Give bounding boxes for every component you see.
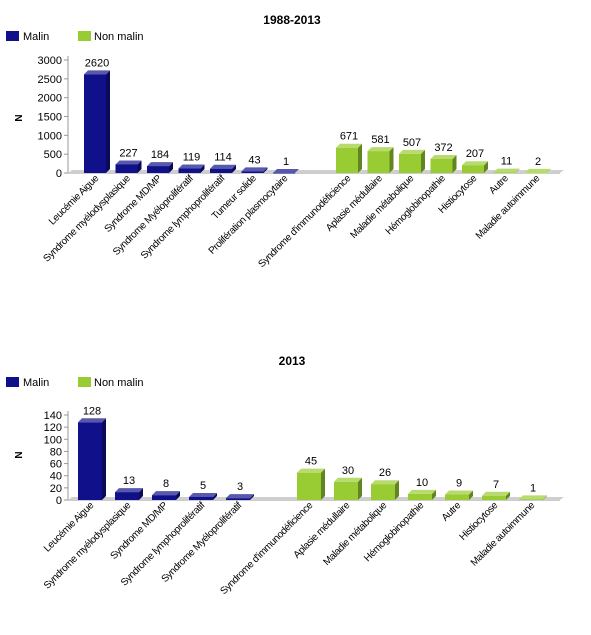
data-label-histiocytose: 7 — [493, 479, 499, 491]
y-tick-label: 40 — [50, 471, 62, 483]
bar-syndrome-lymphoproliferatif — [189, 492, 217, 500]
x-axis-floor — [68, 170, 564, 173]
chart-title: 2013 — [279, 354, 306, 368]
bar-autre — [445, 490, 473, 500]
legend-swatch-non-malin — [78, 377, 91, 387]
legend-label-malin: Malin — [23, 31, 49, 43]
legend: Malin Non malin — [6, 31, 144, 43]
data-label-histiocytose: 207 — [466, 148, 484, 160]
y-tick-label: 1000 — [38, 130, 62, 142]
data-label-autre: 9 — [456, 478, 462, 490]
data-label-syndrome-d-immunodeficience: 45 — [305, 456, 317, 468]
data-label-aplasie-medullaire: 30 — [342, 465, 354, 477]
data-label-syndrome-md-mp: 8 — [163, 478, 169, 490]
y-tick-label: 0 — [56, 495, 62, 507]
data-label-maladie-autoimmune: 1 — [530, 482, 536, 494]
y-tick-label: 120 — [44, 422, 62, 434]
category-label-aplasie-medullaire: Aplasie médullaire — [324, 173, 385, 234]
chart-1988-2013: 1988-2013 Malin Non malin N 0 500 1000 1500… — [6, 13, 564, 270]
data-label-leucemie-aigue: 128 — [83, 405, 101, 417]
bar-syndrome-d-immunodeficience — [297, 468, 325, 500]
data-label-proliferation-plasmocytaire: 1 — [283, 156, 289, 168]
y-tick-label: 500 — [44, 149, 62, 161]
bar-hemoglobinopathie — [408, 489, 436, 500]
data-label-syndrome-myelodysplasique: 13 — [123, 475, 135, 487]
bar-proliferation-plasmocytaire — [273, 168, 299, 174]
data-label-syndrome-lymphoproliferatif: 5 — [200, 480, 206, 492]
bar-maladie-metabolique — [371, 480, 399, 500]
bar-syndrome-myeloproliferatif — [178, 164, 205, 173]
y-tick-label: 3000 — [38, 55, 62, 67]
data-label-tumeur-solide: 43 — [248, 154, 260, 166]
bar-autre — [493, 168, 520, 174]
bar-maladie-autoimmune — [519, 495, 547, 500]
y-tick-label: 0 — [56, 168, 62, 180]
category-label-autre: Autre — [487, 173, 511, 197]
y-tick-label: 80 — [50, 446, 62, 458]
data-label-aplasie-medullaire: 581 — [371, 134, 389, 146]
bar-aplasie-medullaire — [367, 147, 394, 173]
bar-leucemie-aigue — [78, 418, 106, 500]
bar-leucemie-aigue — [84, 70, 110, 173]
data-label-leucemie-aigue: 2620 — [85, 57, 109, 69]
bar-syndrome-md-mp — [147, 162, 173, 173]
y-tick-label: 140 — [44, 410, 62, 422]
bar-syndrome-md-mp — [152, 491, 180, 500]
bar-maladie-autoimmune — [525, 168, 551, 174]
bar-syndrome-d-immunodeficience — [336, 143, 362, 173]
y-axis-label: N — [14, 451, 25, 458]
bar-syndrome-myelodysplasique — [115, 160, 142, 173]
category-label-syndrome-md-mp: Syndrome MD/MP — [103, 173, 165, 235]
data-label-autre: 11 — [501, 156, 512, 168]
chart-2013: 2013 Malin Non malin N 02040608010012014… — [6, 354, 564, 597]
bar-hemoglobinopathie — [430, 154, 457, 173]
data-label-syndrome-myeloproliferatif: 3 — [237, 481, 243, 493]
legend-label-malin: Malin — [23, 377, 49, 389]
bar-syndrome-myeloproliferatif — [226, 494, 254, 500]
category-label-maladie-metabolique: Maladie métabolique — [321, 500, 389, 568]
y-axis-label: N — [14, 114, 25, 121]
legend-swatch-malin — [6, 377, 19, 387]
data-label-syndrome-md-mp: 184 — [151, 149, 169, 161]
y-tick-label: 60 — [50, 459, 62, 471]
category-label-autre: Autre — [440, 500, 464, 524]
legend-label-non-malin: Non malin — [94, 377, 144, 389]
data-label-syndrome-d-immunodeficience: 671 — [340, 131, 358, 143]
data-label-maladie-autoimmune: 2 — [535, 156, 541, 168]
data-label-maladie-metabolique: 26 — [379, 467, 391, 479]
data-label-maladie-metabolique: 507 — [403, 137, 421, 149]
chart-title: 1988-2013 — [263, 13, 321, 27]
data-label-hemoglobinopathie: 10 — [416, 477, 428, 489]
category-label-maladie-autoimmune: Maladie autoimmune — [469, 500, 538, 569]
legend-swatch-non-malin — [78, 31, 91, 41]
bar-histiocytose — [462, 161, 488, 173]
data-label-syndrome-myelodysplasique: 227 — [119, 147, 137, 159]
data-label-hemoglobinopathie: 372 — [434, 142, 452, 154]
legend-swatch-malin — [6, 31, 19, 41]
bar-maladie-metabolique — [399, 149, 425, 173]
bar-aplasie-medullaire — [334, 477, 362, 500]
data-label-syndrome-myeloproliferatif: 119 — [183, 152, 201, 164]
y-tick-label: 100 — [44, 434, 62, 446]
data-label-syndrome-lymphoproliferatif: 114 — [214, 152, 232, 164]
y-tick-label: 1500 — [38, 112, 62, 124]
bar-syndrome-lymphoproliferatif — [210, 164, 236, 173]
bar-tumeur-solide — [241, 167, 268, 173]
legend: Malin Non malin — [6, 377, 144, 389]
bar-syndrome-myelodysplasique — [115, 488, 143, 500]
y-tick-label: 2500 — [38, 74, 62, 86]
y-tick-label: 2000 — [38, 93, 62, 105]
legend-label-non-malin: Non malin — [94, 31, 144, 43]
y-tick-label: 20 — [50, 483, 62, 495]
bar-histiocytose — [482, 491, 510, 500]
